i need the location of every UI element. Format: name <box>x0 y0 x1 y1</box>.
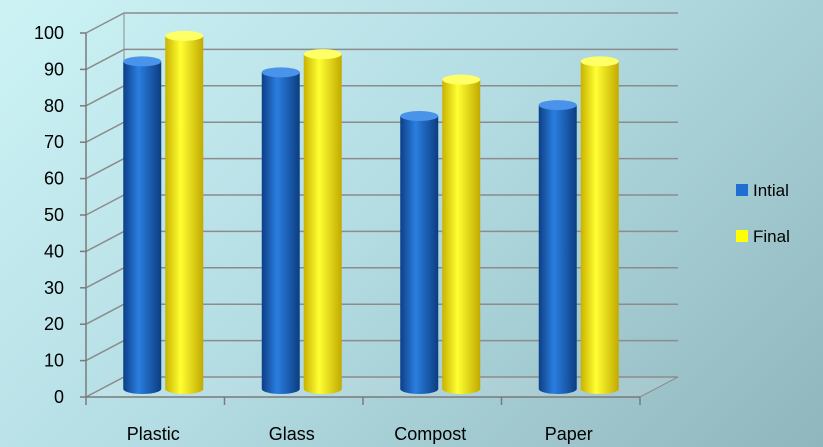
bar-final-glass <box>303 49 342 395</box>
bar-final-compost <box>442 74 481 394</box>
labels-layer: 0 10 20 30 40 50 60 70 80 90 100 Plastic Glass Compos… <box>34 23 593 444</box>
bar-intial-glass <box>261 67 300 394</box>
axis-layer <box>80 32 641 405</box>
bar-top <box>580 56 619 67</box>
bar-top <box>123 56 162 67</box>
bar-body <box>538 105 577 394</box>
gridline-side <box>85 267 125 289</box>
x-tick-label: Plastic <box>127 424 180 444</box>
y-tick-label: 40 <box>44 241 64 261</box>
bar-intial-compost <box>400 111 439 394</box>
y-tick-label: 90 <box>44 59 64 79</box>
bar-intial-plastic <box>123 56 162 395</box>
bar-body <box>400 116 439 394</box>
y-tick-label: 70 <box>44 132 64 152</box>
legend-swatch-intial <box>736 184 748 196</box>
bar-final-plastic <box>165 30 204 395</box>
gridline-side <box>85 48 125 71</box>
bar-top <box>400 111 439 121</box>
y-tick-label: 100 <box>34 23 64 43</box>
x-tick-label: Glass <box>269 424 315 444</box>
bar-body <box>123 61 162 395</box>
gridline-side <box>85 339 125 362</box>
legend: Intial Final <box>736 181 790 246</box>
bar-top <box>538 100 577 111</box>
bar-body <box>442 79 481 394</box>
gridline-side <box>85 85 125 107</box>
bar-top <box>303 49 342 60</box>
y-tick-label: 50 <box>44 205 64 225</box>
gridline-side <box>85 194 125 216</box>
bar-intial-paper <box>538 100 577 394</box>
gridline-side <box>85 12 125 34</box>
bar-final-paper <box>580 56 619 394</box>
x-tick-label: Compost <box>394 424 466 444</box>
gridline-side <box>85 376 125 398</box>
y-tick-label: 20 <box>44 314 64 334</box>
y-tick-label: 80 <box>44 96 64 116</box>
bars-layer <box>123 30 619 395</box>
y-tick-label: 10 <box>44 351 64 371</box>
bar-body <box>261 72 300 394</box>
gridline-side <box>85 230 125 253</box>
bar-body <box>580 61 619 394</box>
y-tick-label: 60 <box>44 169 64 189</box>
y-tick-label: 0 <box>54 387 64 407</box>
bar-top <box>442 74 481 85</box>
bar-body <box>303 54 342 395</box>
y-tick-label: 30 <box>44 278 64 298</box>
bar-top <box>261 67 300 78</box>
bar-top <box>165 30 204 41</box>
gridline-side <box>85 121 125 143</box>
bar-body <box>165 35 204 395</box>
gridline-side <box>85 157 125 180</box>
legend-label-intial: Intial <box>753 181 789 200</box>
x-tick-label: Paper <box>545 424 593 444</box>
legend-swatch-final <box>736 230 748 242</box>
legend-label-final: Final <box>753 227 790 246</box>
gridline-side <box>85 303 125 325</box>
